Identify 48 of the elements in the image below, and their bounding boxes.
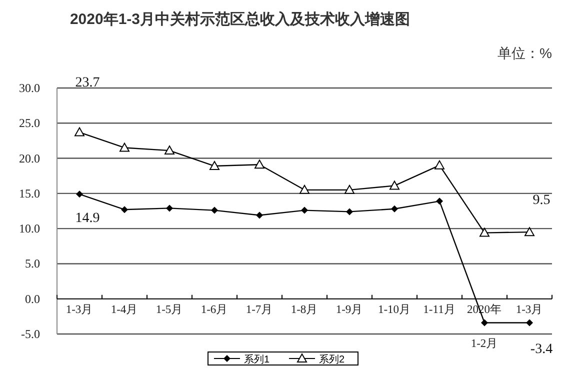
x-tick-label: 1-7月 — [246, 302, 274, 316]
point — [346, 208, 353, 216]
point — [524, 227, 534, 236]
point — [121, 206, 128, 214]
text: 单位：% — [498, 45, 552, 61]
x-tick-label: 1-4月 — [110, 302, 138, 316]
point — [166, 204, 173, 212]
point — [254, 160, 264, 169]
legend-label: 系列2 — [319, 354, 345, 366]
x-tick-label: 1-3月 — [66, 302, 94, 316]
data-label: 9.5 — [532, 193, 550, 208]
point — [210, 161, 220, 170]
y-tick-label: 5.0 — [25, 256, 40, 271]
point — [526, 319, 533, 326]
point — [391, 205, 398, 212]
point — [434, 160, 444, 170]
point — [211, 206, 218, 214]
point — [481, 319, 488, 326]
point — [120, 142, 130, 152]
x-tick-label: 1-6月 — [200, 302, 228, 316]
point — [300, 184, 310, 194]
point — [74, 127, 84, 136]
y-tick-label: 0.0 — [25, 292, 40, 306]
point — [256, 212, 263, 219]
point — [76, 190, 83, 198]
y-tick-label: 20.0 — [19, 151, 40, 166]
data-label: 23.7 — [75, 75, 100, 90]
data-label: 14.9 — [75, 211, 100, 226]
x-tick-label: 1-10月 — [378, 302, 412, 316]
y-tick-label: 15.0 — [19, 186, 40, 200]
y-tick-label: 10.0 — [19, 222, 40, 236]
point — [436, 198, 443, 205]
x-tick-label: 1-9月 — [336, 302, 364, 316]
x-tick-label: 1-11月 — [423, 302, 456, 316]
point — [390, 180, 400, 190]
x-tick-label: 1-5月 — [156, 302, 184, 316]
y-tick-label: -5.0 — [21, 327, 40, 341]
point — [480, 228, 490, 237]
point — [301, 206, 308, 214]
legend-label: 系列1 — [244, 354, 270, 366]
point — [164, 146, 174, 155]
y-tick-label: 30.0 — [19, 81, 40, 95]
y-tick-label: 25.0 — [19, 116, 40, 130]
x-tick-label: 1-8月 — [290, 302, 318, 316]
chart-title: 2020年1-3月中关村示范区总收入及技术收入增速图 — [70, 11, 410, 28]
point — [344, 184, 354, 194]
x-tick-label: 1-3月 — [516, 302, 544, 316]
data-label: -3.4 — [530, 342, 553, 357]
